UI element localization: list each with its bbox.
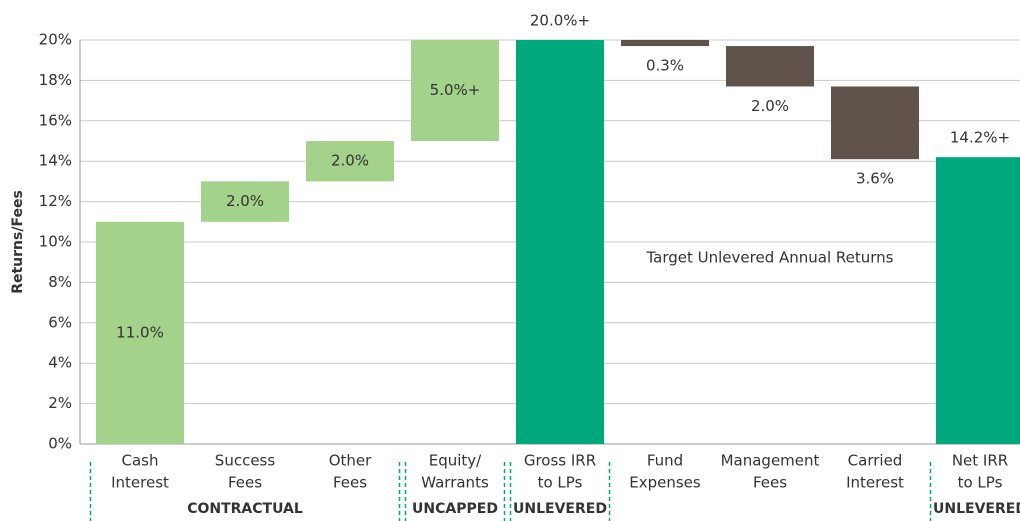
value-label: 11.0% bbox=[116, 323, 164, 341]
y-tick-label: 6% bbox=[48, 313, 72, 331]
x-tick-label: Carried bbox=[848, 452, 903, 470]
x-tick-label: Fees bbox=[228, 474, 262, 492]
bar bbox=[726, 46, 814, 87]
bar bbox=[201, 181, 289, 222]
y-tick-label: 12% bbox=[39, 192, 72, 210]
value-label: 3.6% bbox=[856, 170, 894, 188]
x-tick-label: Equity/ bbox=[429, 452, 482, 470]
x-tick-label: Gross IRR bbox=[524, 452, 596, 470]
x-tick-label: Fees bbox=[333, 474, 367, 492]
group-label: UNLEVERED bbox=[513, 501, 607, 517]
y-tick-label: 2% bbox=[48, 394, 72, 412]
bar bbox=[411, 40, 499, 141]
value-label: 20.0%+ bbox=[530, 12, 590, 30]
x-tick-label: Cash bbox=[122, 452, 159, 470]
x-tick-label: Interest bbox=[846, 474, 904, 492]
x-tick-label: Warrants bbox=[421, 474, 489, 492]
value-label: 2.0% bbox=[751, 97, 789, 115]
value-label: 0.3% bbox=[646, 57, 684, 75]
x-tick-label: Expenses bbox=[629, 474, 701, 492]
x-tick-label: Success bbox=[215, 452, 276, 470]
x-tick-label: Interest bbox=[111, 474, 169, 492]
y-tick-label: 18% bbox=[39, 71, 72, 89]
value-label: 14.2%+ bbox=[950, 129, 1010, 147]
group-label: UNCAPPED bbox=[412, 501, 498, 517]
y-tick-label: 16% bbox=[39, 111, 72, 129]
value-label: 2.0% bbox=[226, 192, 264, 210]
x-tick-label: Fund bbox=[647, 452, 683, 470]
y-tick-label: 10% bbox=[39, 233, 72, 251]
y-tick-label: 8% bbox=[48, 273, 72, 291]
x-tick-label: Fees bbox=[753, 474, 787, 492]
x-tick-label: to LPs bbox=[958, 474, 1003, 492]
annotation: Target Unlevered Annual Returns bbox=[645, 249, 893, 267]
y-tick-label: 14% bbox=[39, 152, 72, 170]
x-tick-label: Management bbox=[721, 452, 820, 470]
bar bbox=[621, 40, 709, 47]
bar bbox=[516, 40, 604, 444]
value-label: 2.0% bbox=[331, 152, 369, 170]
value-label: 5.0%+ bbox=[430, 81, 481, 99]
bar bbox=[96, 221, 184, 444]
y-tick-label: 20% bbox=[39, 31, 72, 49]
y-axis-label: Returns/Fees bbox=[10, 190, 26, 294]
x-tick-label: to LPs bbox=[538, 474, 583, 492]
x-tick-label: Net IRR bbox=[952, 452, 1008, 470]
y-tick-label: 4% bbox=[48, 354, 72, 372]
bar bbox=[306, 141, 394, 182]
bar bbox=[936, 157, 1020, 444]
bar bbox=[831, 86, 919, 160]
y-tick-label: 0% bbox=[48, 435, 72, 453]
x-tick-label: Other bbox=[329, 452, 372, 470]
group-label: UNLEVERED bbox=[933, 501, 1020, 517]
group-label: CONTRACTUAL bbox=[187, 501, 303, 517]
